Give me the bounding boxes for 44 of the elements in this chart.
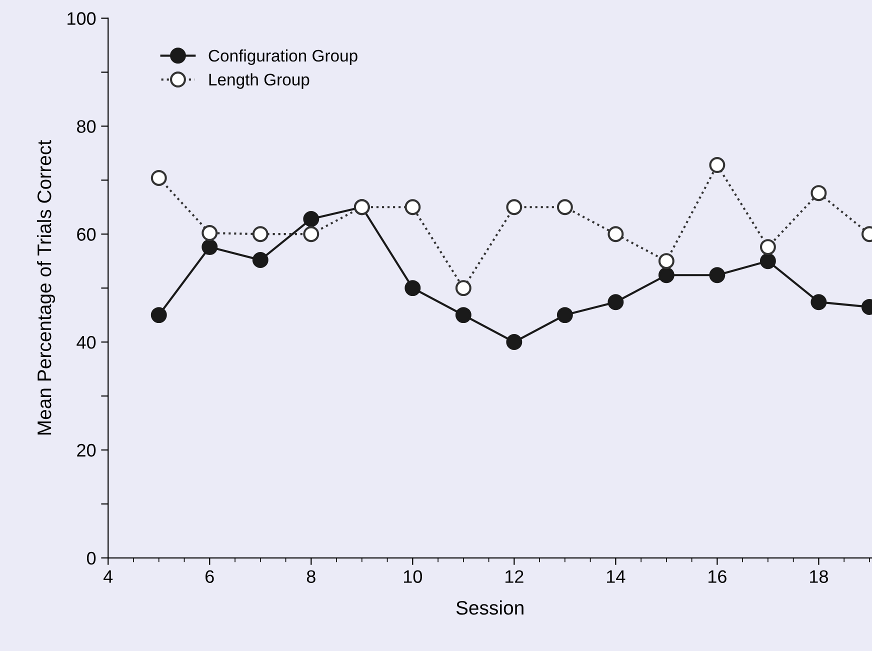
y-tick-label: 100 bbox=[68, 12, 96, 25]
point bbox=[455, 280, 472, 296]
legend-label: Length Group bbox=[209, 73, 310, 89]
y-axis-title: Mean Percentage of Trials Correct bbox=[36, 140, 56, 435]
point bbox=[303, 226, 320, 242]
y-tick-label: 40 bbox=[76, 336, 96, 349]
point bbox=[810, 185, 827, 202]
point bbox=[760, 239, 776, 256]
point bbox=[303, 211, 320, 227]
point bbox=[658, 253, 674, 270]
y-tick-label: 20 bbox=[77, 444, 96, 457]
y-tick-label: 60 bbox=[77, 228, 96, 241]
x-tick-label: 4 bbox=[104, 570, 113, 583]
point bbox=[709, 267, 726, 284]
x-tick-label: 18 bbox=[810, 570, 828, 583]
x-axis-title: Session bbox=[456, 600, 524, 615]
y-tick-label: 0 bbox=[86, 552, 96, 565]
point bbox=[709, 157, 726, 174]
point bbox=[404, 199, 421, 216]
point bbox=[150, 170, 167, 186]
y-tick-label: 80 bbox=[77, 120, 96, 133]
point bbox=[608, 294, 624, 310]
point bbox=[608, 226, 624, 242]
point bbox=[455, 307, 472, 324]
x-tick-label: 12 bbox=[506, 570, 524, 583]
x-tick-label: 8 bbox=[306, 570, 316, 583]
point bbox=[760, 253, 776, 270]
point bbox=[506, 334, 522, 350]
x-tick-label: 16 bbox=[708, 570, 726, 583]
point bbox=[658, 267, 674, 284]
point bbox=[150, 307, 167, 324]
point bbox=[404, 280, 421, 296]
point bbox=[202, 239, 218, 256]
point bbox=[202, 225, 218, 242]
x-tick-label: 14 bbox=[607, 570, 626, 583]
point bbox=[556, 199, 573, 216]
point bbox=[506, 199, 522, 216]
x-tick-label: 6 bbox=[206, 570, 214, 583]
x-tick-label: 10 bbox=[404, 570, 422, 583]
point bbox=[252, 226, 268, 242]
point bbox=[810, 294, 827, 310]
point bbox=[252, 252, 268, 268]
legend-label: Configuration Group bbox=[208, 49, 358, 65]
point bbox=[556, 307, 573, 324]
